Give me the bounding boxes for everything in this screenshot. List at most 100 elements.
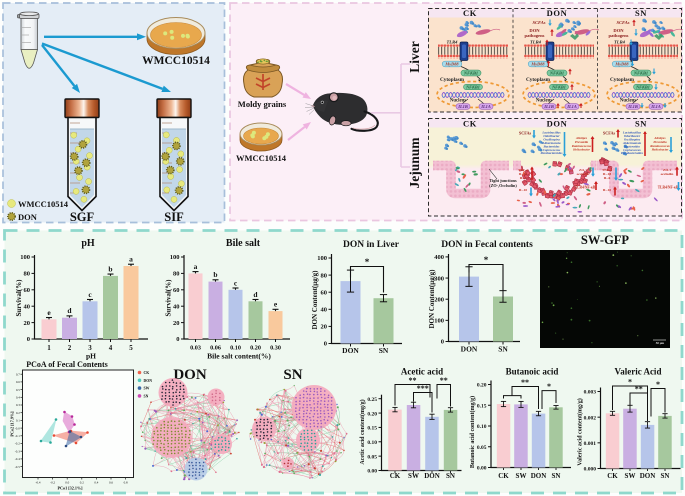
svg-text:0.3: 0.3 [16, 403, 20, 407]
svg-text:MyD88: MyD88 [444, 61, 459, 66]
svg-text:SN: SN [144, 394, 149, 398]
svg-text:0.06: 0.06 [210, 345, 221, 352]
svg-text:0.25: 0.25 [367, 397, 377, 403]
svg-text:TLR4: TLR4 [447, 40, 459, 45]
svg-text:0: 0 [27, 336, 30, 343]
svg-text:IL-1β: IL-1β [603, 172, 612, 176]
svg-text:Akkermansia: Akkermansia [622, 141, 641, 145]
svg-text:5: 5 [129, 344, 133, 352]
svg-text:Ruminococcus: Ruminococcus [572, 144, 592, 148]
svg-text:0.1: 0.1 [16, 419, 20, 423]
svg-text:Jejunum: Jejunum [407, 137, 422, 189]
svg-text:*: * [484, 255, 489, 265]
svg-text:0.0: 0.0 [65, 481, 69, 485]
svg-text:40: 40 [173, 303, 180, 310]
svg-text:IL-10: IL-10 [603, 188, 612, 192]
svg-text:SW: SW [144, 387, 150, 391]
svg-text:100: 100 [317, 255, 327, 262]
svg-text:Coprococcus: Coprococcus [623, 148, 641, 152]
svg-text:SW: SW [625, 472, 636, 480]
svg-text:60: 60 [173, 287, 180, 294]
svg-text:IL1B: IL1B [627, 104, 638, 109]
svg-text:SW: SW [516, 472, 527, 480]
svg-text:Bacteroides: Bacteroides [623, 144, 641, 148]
svg-text:Oscillospira: Oscillospira [543, 137, 560, 141]
svg-text:60: 60 [321, 289, 328, 296]
svg-text:0.6: 0.6 [16, 380, 20, 384]
svg-text:100: 100 [20, 254, 30, 261]
svg-text:40: 40 [24, 303, 31, 310]
svg-text:DON: DON [640, 472, 656, 480]
svg-text:0.7: 0.7 [16, 372, 20, 376]
svg-text:0.003: 0.003 [584, 390, 597, 396]
svg-text:0.001: 0.001 [584, 441, 597, 447]
svg-text:SN: SN [283, 367, 302, 383]
svg-text:PCoA of Fecal Contents: PCoA of Fecal Contents [26, 360, 108, 369]
svg-text:0: 0 [176, 336, 179, 343]
svg-text:SW: SW [408, 472, 419, 480]
svg-text:NFKB1: NFKB1 [549, 70, 564, 75]
svg-text:0.00: 0.00 [477, 466, 487, 472]
svg-text:IL-1β: IL-1β [519, 172, 528, 176]
svg-text:0.05: 0.05 [477, 445, 487, 451]
svg-text:*: * [628, 378, 632, 387]
svg-text:0.10: 0.10 [477, 424, 487, 430]
svg-text:SCFAs: SCFAs [603, 131, 616, 136]
svg-text:SCFAs: SCFAs [532, 20, 545, 25]
svg-text:Butanoic acid: Butanoic acid [506, 367, 559, 377]
svg-text:DON in Liver: DON in Liver [343, 240, 400, 250]
svg-text:0.4: 0.4 [94, 481, 98, 485]
svg-text:SGF: SGF [70, 210, 95, 224]
svg-text:Bacteroides: Bacteroides [543, 144, 561, 148]
svg-text:***: *** [417, 384, 429, 393]
svg-text:Parabacteroides: Parabacteroides [541, 151, 564, 155]
svg-text:CK: CK [390, 472, 401, 480]
svg-text:Bile salt: Bile salt [226, 238, 261, 249]
svg-text:-0.4: -0.4 [15, 457, 20, 461]
svg-text:SN: SN [552, 472, 561, 480]
svg-text:IL1B: IL1B [543, 104, 554, 109]
svg-text:SCFAs: SCFAs [616, 20, 629, 25]
svg-text:Valeric Acid: Valeric Acid [615, 367, 662, 377]
svg-text:pH: pH [86, 352, 96, 361]
svg-text:20: 20 [321, 324, 328, 331]
svg-text:Coprococcus: Coprococcus [543, 148, 561, 152]
svg-text:-0.2: -0.2 [15, 442, 20, 446]
svg-text:CK: CK [144, 371, 150, 375]
svg-text:b: b [213, 270, 217, 279]
svg-text:*: * [547, 382, 551, 391]
svg-text:0.30: 0.30 [270, 345, 281, 352]
svg-text:1: 1 [47, 344, 51, 352]
svg-text:2: 2 [68, 344, 72, 352]
svg-text:DON: DON [531, 472, 547, 480]
svg-text:Moldy grains: Moldy grains [238, 99, 287, 109]
svg-text:0.20: 0.20 [367, 411, 377, 417]
svg-text:DON: DON [342, 346, 359, 355]
svg-text:Butanoic acid content(mg/g): Butanoic acid content(mg/g) [469, 396, 476, 468]
svg-text:PCo2 [17.9%]: PCo2 [17.9%] [10, 411, 15, 437]
svg-text:50 μm: 50 μm [656, 341, 665, 345]
svg-text:Cytoplasm: Cytoplasm [610, 77, 635, 83]
svg-text:4: 4 [109, 344, 113, 352]
svg-text:TLR4/NF-κB: TLR4/NF-κB [575, 186, 596, 190]
svg-text:e: e [274, 300, 278, 309]
svg-text:Nucleus: Nucleus [620, 99, 636, 104]
svg-text:Helicobacter: Helicobacter [651, 148, 670, 152]
svg-text:100: 100 [170, 254, 180, 261]
svg-text:TNF-α: TNF-α [518, 168, 528, 172]
svg-text:IL-6: IL-6 [604, 176, 611, 180]
svg-text:IL1A: IL1A [566, 104, 577, 109]
svg-text:IL-10: IL-10 [519, 188, 528, 192]
svg-text:0: 0 [324, 341, 327, 348]
svg-text:occludin: occludin [577, 172, 590, 176]
svg-text:Valeric acid content(mg/g): Valeric acid content(mg/g) [577, 398, 584, 465]
svg-text:TNF-α: TNF-α [602, 168, 612, 172]
svg-text:400: 400 [434, 254, 444, 261]
svg-text:DON: DON [529, 28, 540, 33]
svg-text:d: d [67, 306, 72, 315]
svg-text:0.05: 0.05 [367, 454, 377, 460]
svg-text:DON Content(μg/g): DON Content(μg/g) [428, 269, 436, 329]
svg-text:0.000: 0.000 [584, 467, 597, 473]
svg-text:Survival(%): Survival(%) [165, 279, 173, 317]
svg-text:SN: SN [635, 119, 647, 129]
